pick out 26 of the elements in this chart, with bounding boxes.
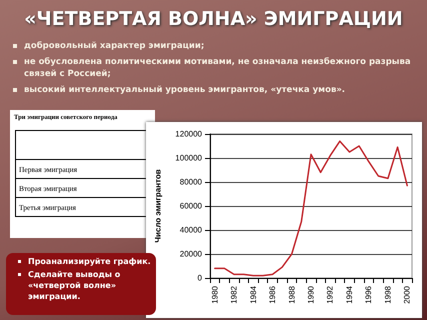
text: добровольный характер эмиграции; [12,40,417,52]
y-tick-label: 60000 [180,202,203,210]
y-tick-label: 80000 [180,178,203,186]
text: Проанализируйте график. [6,256,156,267]
y-tick-label: 40000 [180,226,203,234]
x-tick-label: 1988 [287,285,296,304]
x-tick-label: 2000 [402,285,412,304]
x-tick-label: 1986 [268,285,278,304]
x-tick-label: 1992 [326,285,335,304]
x-tick-label: 1982 [230,285,239,304]
text: Сделайте выводы о «четвертой волне» эмиграции. [6,269,156,302]
y-tick-label: 120000 [175,130,203,138]
x-tick-label: 1990 [306,285,316,304]
x-tick-label: 1994 [344,285,354,304]
x-tick-label: 1998 [383,285,392,304]
x-tick-label: 1984 [248,285,258,304]
y-tick-label: 0 [198,274,203,282]
text: высокий интеллектуальный уровень эмигрантов, «утечка умов». [12,84,417,96]
y-tick-label: 20000 [180,250,203,258]
x-tick-label: 1996 [364,285,374,304]
text: не обусловлена политическими мотивами, не означала неизбежного разрыва связей с Россией; [12,56,417,80]
chart-title: «ЧЕТВЕРТАЯ ВОЛНА» ЭМИГРАЦИИ [23,8,404,30]
y-tick-label: 100000 [175,154,203,162]
y-axis-title: Число эмигрантов [154,169,162,243]
x-tick-label: 1980 [210,285,220,304]
line-series [214,140,408,276]
